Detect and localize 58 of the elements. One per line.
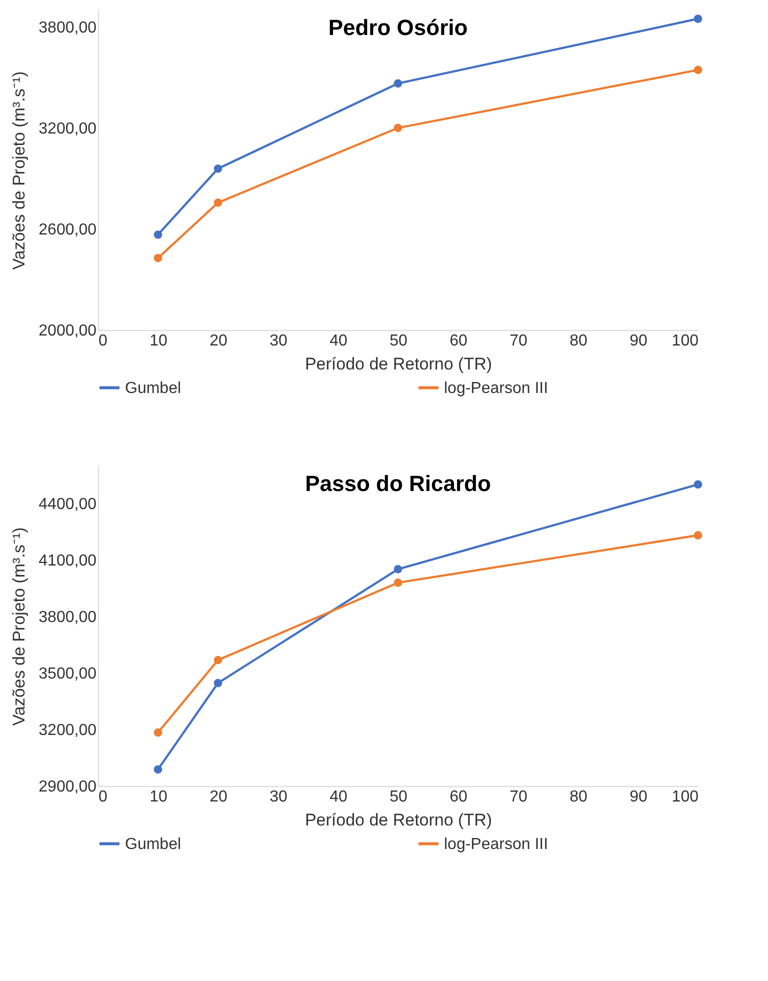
x-tick-label: 40	[330, 332, 348, 350]
x-tick-label: 100	[672, 332, 699, 350]
point	[154, 254, 162, 262]
legend-label: log-Pearson III	[444, 836, 548, 853]
y-tick-label: 3200,00	[38, 120, 97, 138]
y-tick-label: 3800,00	[38, 609, 97, 626]
x-tick-label: 30	[270, 332, 288, 350]
y-axis-title: Vazões de Projeto (m³.s⁻¹)	[10, 527, 29, 726]
x-tick-label: 30	[270, 788, 288, 806]
x-tick-label: 10	[150, 788, 168, 806]
legend-label: log-Pearson III	[444, 380, 548, 397]
x-tick-label: 70	[510, 332, 528, 350]
x-tick-label: 50	[390, 788, 408, 806]
x-tick-label: 0	[98, 332, 108, 350]
y-tick-label: 3500,00	[38, 666, 97, 683]
point	[214, 164, 222, 173]
x-tick-label: 100	[672, 788, 699, 806]
y-tick-label: 3200,00	[38, 722, 97, 740]
point	[154, 230, 162, 239]
x-tick-label: 20	[210, 332, 228, 350]
y-tick-label: 4400,00	[38, 496, 97, 514]
x-tick-label: 80	[570, 788, 588, 806]
point	[694, 480, 702, 489]
point	[394, 79, 402, 88]
point	[394, 578, 402, 587]
point	[394, 124, 402, 132]
chart-title: Pedro Osório	[328, 15, 468, 40]
point	[214, 198, 222, 207]
x-tick-label: 20	[210, 788, 228, 806]
x-tick-label: 0	[98, 788, 108, 806]
point	[154, 765, 162, 774]
chart-title: Passo do Ricardo	[305, 471, 491, 496]
x-tick-label: 90	[630, 332, 648, 350]
point	[154, 728, 162, 737]
point	[214, 678, 222, 688]
x-tick-label: 10	[150, 332, 168, 350]
point	[214, 656, 222, 664]
x-tick-label: 90	[630, 788, 648, 806]
x-tick-label: 70	[510, 788, 528, 806]
x-axis-title: Período de Retorno (TR)	[304, 810, 492, 830]
y-tick-label: 2000,00	[38, 322, 97, 340]
legend-label: Gumbel	[125, 380, 182, 397]
point	[394, 564, 402, 574]
y-tick-label: 4100,00	[38, 552, 97, 570]
x-tick-label: 40	[330, 788, 348, 806]
x-tick-label: 50	[390, 332, 408, 350]
y-tick-label: 3800,00	[38, 19, 97, 36]
legend-label: Gumbel	[125, 836, 182, 853]
y-tick-label: 2900,00	[38, 778, 97, 796]
point	[694, 66, 702, 74]
x-tick-label: 80	[570, 332, 588, 350]
point	[694, 531, 702, 540]
x-tick-label: 60	[450, 788, 468, 806]
y-axis-title: Vazões de Projeto (m³.s⁻¹)	[10, 71, 29, 270]
point	[694, 14, 702, 23]
y-tick-label: 2600,00	[38, 221, 97, 238]
x-axis-title: Período de Retorno (TR)	[304, 354, 492, 374]
x-tick-label: 60	[450, 332, 468, 350]
